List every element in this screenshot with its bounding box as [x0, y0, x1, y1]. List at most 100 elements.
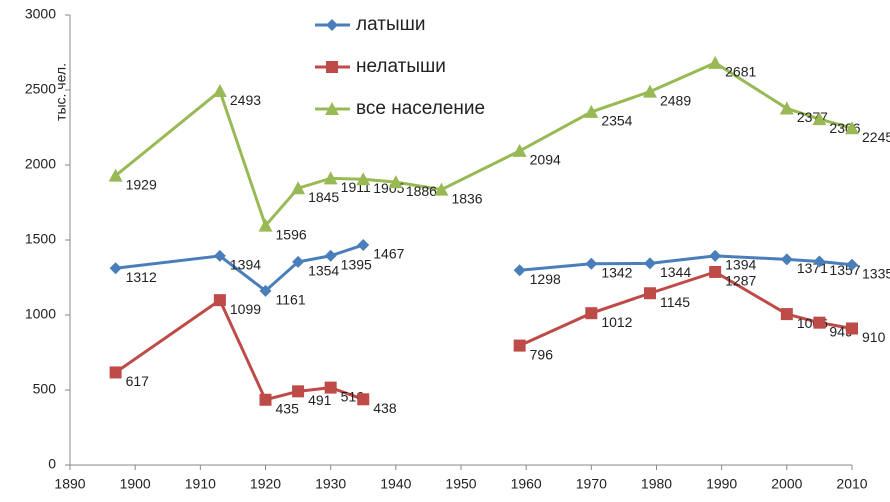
marker: [709, 249, 722, 262]
marker: [709, 265, 722, 278]
legend-marker: [326, 61, 338, 73]
data-label: 1287: [725, 273, 756, 289]
y-tick-label: 1500: [25, 231, 56, 247]
data-label: 2681: [725, 64, 756, 80]
data-label: 796: [530, 346, 554, 362]
legend-marker: [325, 102, 339, 115]
legend-label: латыши: [356, 14, 425, 35]
data-label: 438: [373, 400, 397, 416]
x-tick-label: 1980: [641, 476, 672, 492]
data-label: 2489: [660, 92, 691, 108]
marker: [213, 294, 226, 307]
x-tick-label: 1960: [511, 476, 542, 492]
marker: [643, 287, 656, 300]
series-line: [114, 270, 853, 402]
data-label: 1886: [406, 183, 437, 199]
marker: [259, 393, 272, 406]
marker: [845, 121, 859, 135]
x-tick-label: 2000: [771, 476, 802, 492]
series-line: [114, 61, 853, 229]
data-label: 2354: [601, 113, 632, 129]
marker: [642, 84, 657, 98]
y-axis-label: тыс. чел.: [53, 63, 69, 121]
marker: [291, 181, 306, 195]
data-label: 1596: [276, 226, 307, 242]
marker: [585, 257, 598, 270]
data-label: 2245: [862, 129, 890, 145]
marker: [812, 112, 827, 126]
marker: [323, 171, 338, 185]
data-label: 2493: [230, 92, 261, 108]
marker: [813, 255, 826, 268]
marker: [212, 84, 227, 98]
x-tick-label: 2010: [836, 476, 867, 492]
marker: [512, 143, 527, 157]
x-tick-label: 1900: [120, 476, 151, 492]
data-label: 1845: [308, 189, 339, 205]
data-label: 1012: [601, 314, 632, 330]
marker: [324, 381, 337, 394]
data-label: 617: [126, 373, 150, 389]
marker: [780, 308, 793, 321]
x-tick-label: 1990: [706, 476, 737, 492]
x-tick-label: 1930: [315, 476, 346, 492]
marker: [708, 55, 723, 69]
data-label: 910: [862, 329, 886, 345]
legend-label: нелатыши: [356, 56, 446, 77]
data-label: 2094: [530, 152, 561, 168]
marker: [258, 218, 273, 232]
data-label: 1342: [601, 264, 632, 280]
data-label: 435: [276, 400, 300, 416]
data-label: 1395: [341, 256, 372, 272]
marker: [213, 249, 226, 262]
marker: [357, 393, 370, 406]
marker: [357, 238, 370, 251]
y-tick-label: 2500: [25, 81, 56, 97]
marker: [513, 264, 526, 277]
marker: [109, 366, 122, 379]
marker: [584, 104, 599, 118]
data-label: 1312: [126, 269, 157, 285]
data-label: 1354: [308, 263, 339, 279]
data-label: 1145: [660, 294, 690, 310]
data-label: 1099: [230, 301, 261, 317]
marker: [780, 253, 793, 266]
marker: [108, 168, 123, 182]
marker: [846, 258, 858, 271]
y-tick-label: 1000: [25, 306, 56, 322]
data-label: 1298: [530, 271, 561, 287]
x-tick-label: 1970: [576, 476, 607, 492]
y-tick-label: 0: [48, 456, 56, 472]
x-tick-label: 1910: [185, 476, 216, 492]
marker: [643, 257, 656, 270]
y-tick-label: 500: [33, 381, 57, 397]
marker: [434, 182, 449, 196]
x-tick-label: 1920: [250, 476, 281, 492]
marker: [813, 316, 826, 329]
marker: [585, 307, 598, 320]
marker: [388, 175, 403, 189]
marker: [109, 262, 122, 275]
marker: [324, 249, 337, 262]
marker: [292, 255, 305, 268]
legend-label: все население: [356, 98, 485, 119]
marker: [846, 322, 858, 335]
marker: [356, 172, 371, 186]
data-label: 1344: [660, 264, 691, 280]
data-label: 1161: [276, 292, 306, 308]
data-label: 1335: [862, 265, 890, 281]
marker: [779, 101, 794, 115]
y-tick-label: 3000: [25, 6, 56, 22]
data-label: 1836: [451, 190, 482, 206]
data-label: 1394: [725, 257, 756, 273]
x-tick-label: 1890: [54, 476, 85, 492]
data-label: 1467: [373, 246, 404, 262]
marker: [292, 385, 305, 398]
marker: [259, 284, 272, 297]
y-tick-label: 2000: [25, 156, 56, 172]
data-label: 1394: [230, 257, 261, 273]
data-label: 491: [308, 392, 332, 408]
marker: [513, 339, 526, 352]
legend-marker: [326, 19, 338, 31]
